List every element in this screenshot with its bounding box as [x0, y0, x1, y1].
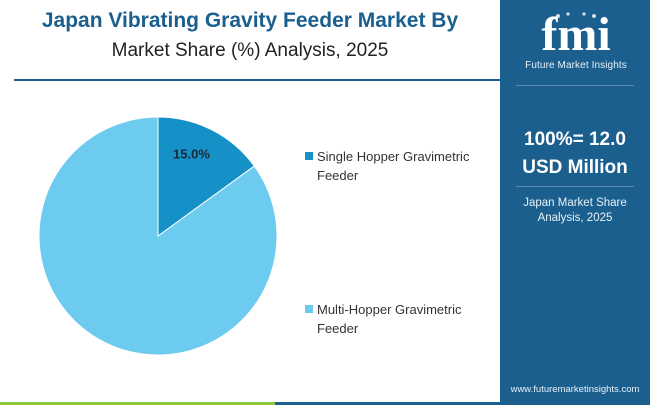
panel-subtitle: Japan Market Share Analysis, 2025: [500, 196, 650, 226]
legend-item-multi-hopper: Multi-Hopper Gravimetric Feeder: [305, 300, 490, 338]
legend-label-single-hopper-line2: Feeder: [317, 168, 359, 183]
legend-label-multi-hopper-line1: Multi-Hopper Gravimetric: [317, 302, 462, 317]
title-divider: [14, 79, 504, 81]
summary-panel: fmi Future Market Insights 100%= 12.0 US…: [500, 0, 650, 405]
legend-swatch-single-hopper: [305, 152, 313, 160]
legend-swatch-multi-hopper: [305, 305, 313, 313]
chart-title: Japan Vibrating Gravity Feeder Market By…: [0, 6, 500, 66]
bottom-bar-blue: [275, 402, 650, 405]
pie-slice-single-hopper: [157, 116, 255, 237]
panel-divider-top: [516, 85, 634, 86]
pie-chart: 15.0%: [38, 116, 278, 356]
panel-subtitle-line1: Japan Market Share: [523, 197, 627, 209]
bottom-bar-green: [0, 402, 275, 405]
logo-tagline: Future Market Insights: [525, 60, 627, 71]
legend-label-multi-hopper-line2: Feeder: [317, 321, 359, 336]
title-line-1: Japan Vibrating Gravity Feeder Market By: [41, 9, 459, 32]
pie-slice-multi-hopper: [38, 116, 278, 356]
panel-subtitle-line2: Analysis, 2025: [537, 212, 613, 224]
market-total: 100%= 12.0 USD Million: [500, 126, 650, 182]
fmi-logo: fmi Future Market Insights: [514, 8, 638, 76]
market-total-value: 100%= 12.0: [524, 129, 626, 150]
market-total-unit: USD Million: [522, 157, 628, 178]
slice-label-single-hopper: 15.0%: [173, 146, 210, 161]
legend-item-single-hopper: Single Hopper Gravimetric Feeder: [305, 147, 490, 185]
panel-divider-bottom: [516, 186, 634, 187]
title-line-2: Market Share (%) Analysis, 2025: [111, 40, 389, 61]
legend-label-single-hopper-line1: Single Hopper Gravimetric: [317, 149, 470, 164]
fmi-logo-mark: fmi: [541, 8, 610, 58]
logo-letters: fmi: [541, 8, 610, 58]
website-link[interactable]: www.futuremarketinsights.com: [510, 384, 640, 395]
pie-slices: [38, 116, 278, 356]
